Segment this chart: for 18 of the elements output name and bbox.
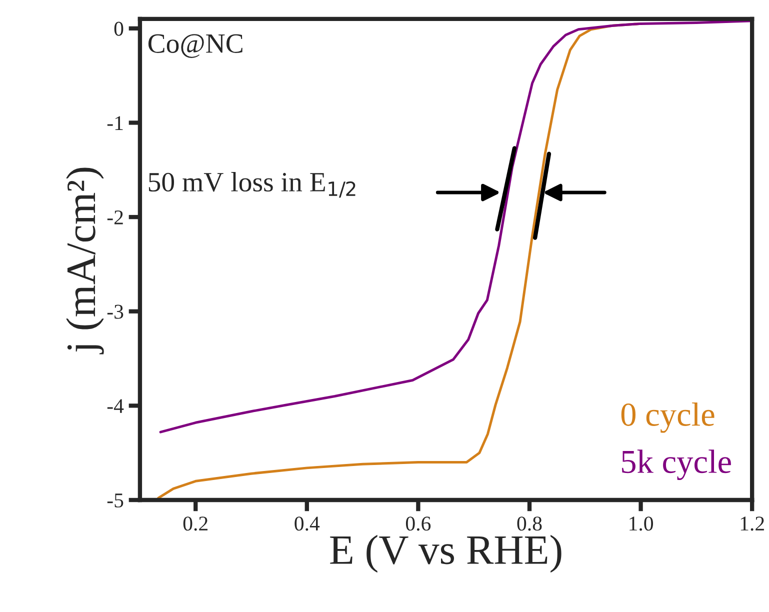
y-tick-label: -2	[107, 210, 123, 224]
y-tick-label: 0	[114, 22, 124, 36]
y-tick-label: -5	[107, 494, 124, 508]
annotation: Co@NC	[148, 34, 242, 58]
y-tick-label: -4	[107, 399, 124, 413]
x-tick-label: 0.4	[294, 516, 320, 531]
y-tick-label: -1	[107, 116, 123, 130]
x-tick-label: 0.8	[517, 516, 542, 531]
text: 0 cycle	[621, 402, 714, 433]
annotation: 50 mV loss in E$_{1/2}$	[148, 172, 356, 198]
x-tick-label: 0.6	[406, 516, 431, 531]
x-axis-title: E (V vs RHE)	[330, 534, 562, 573]
text: 5k cycle	[622, 450, 731, 480]
x-tick-label: 1.0	[630, 516, 654, 531]
x-tick-label: 0.2	[183, 516, 208, 531]
x-tick-label: 1.2	[740, 516, 764, 531]
y-axis-title: j (mA/cm²)	[66, 168, 104, 354]
y-tick-label: -3	[107, 304, 124, 319]
